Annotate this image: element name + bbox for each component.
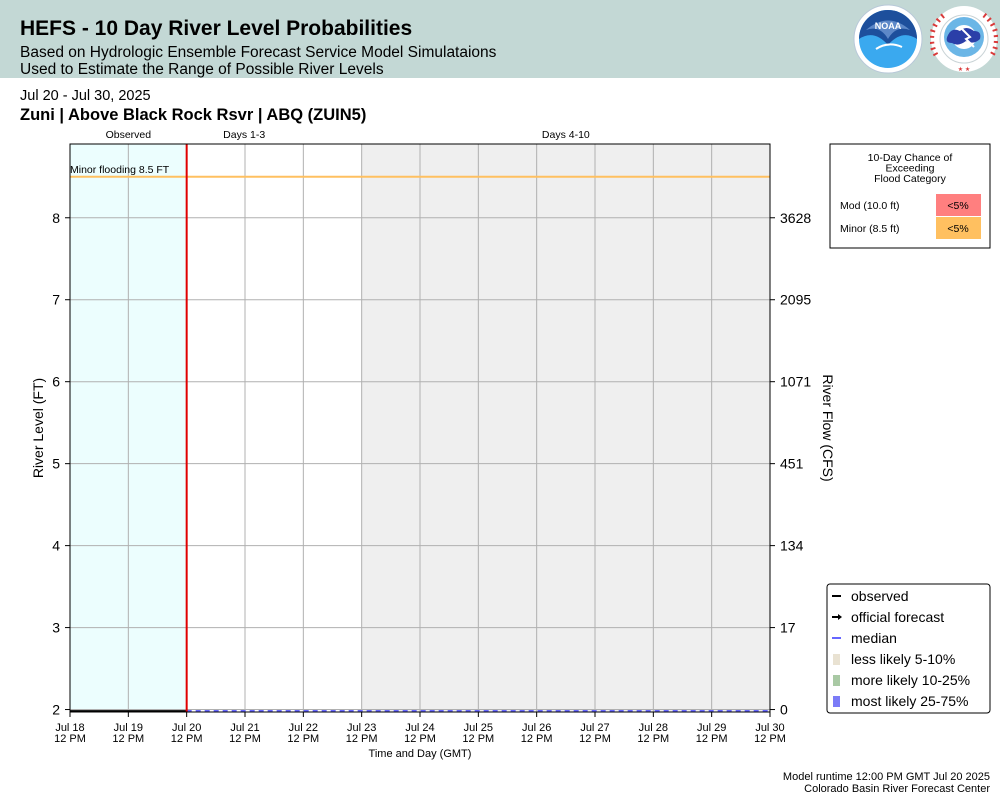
right-tick-label: 451 [780, 456, 804, 472]
noaa-logo-text: NOAA [875, 21, 902, 31]
y-tick-label: 8 [52, 210, 60, 226]
page-title: HEFS - 10 Day River Level Probabilities [20, 17, 413, 40]
flood-category-label: Minor (8.5 ft) [840, 223, 900, 235]
legend-label: most likely 25-75% [851, 693, 969, 709]
x-tick-label: 12 PM [637, 733, 669, 745]
y-tick-label: 3 [52, 620, 60, 636]
legend-box-swatch [833, 696, 840, 707]
x-axis-label: Time and Day (GMT) [369, 748, 472, 760]
date-range: Jul 20 - Jul 30, 2025 [20, 88, 151, 104]
flood-chance-cell [936, 217, 981, 239]
flood-chance-value: <5% [947, 200, 968, 212]
x-tick-label: Jul 29 [697, 722, 726, 734]
flood-chance-value: <5% [947, 223, 968, 235]
x-tick-label: Jul 23 [347, 722, 376, 734]
model-runtime: Model runtime 12:00 PM GMT Jul 20 2025 [782, 771, 990, 783]
x-tick-label: 12 PM [54, 733, 86, 745]
x-tick-label: 12 PM [171, 733, 203, 745]
x-tick-label: Jul 18 [55, 722, 84, 734]
x-tick-label: 12 PM [287, 733, 319, 745]
page-subtitle-2: Used to Estimate the Range of Possible R… [20, 61, 384, 78]
right-tick-label: 17 [780, 620, 796, 636]
y-axis-label-right: River Flow (CFS) [820, 374, 836, 481]
nws-logo: ★ ★ [930, 6, 998, 73]
y-axis-label: River Level (FT) [30, 378, 46, 478]
x-tick-label: 12 PM [462, 733, 494, 745]
flood-table-title: 10-Day Chance of [868, 152, 953, 164]
legend-arrow-head [838, 614, 842, 620]
legend-box-swatch [833, 654, 840, 665]
right-tick-label: 134 [780, 538, 804, 554]
legend-box [826, 583, 991, 714]
legend-label: observed [851, 588, 909, 604]
x-tick-label: 12 PM [404, 733, 436, 745]
period-label: Days 1-3 [223, 129, 265, 141]
x-tick-label: 12 PM [112, 733, 144, 745]
header-banner: HEFS - 10 Day River Level Probabilities … [0, 0, 1000, 78]
x-tick-label: Jul 21 [230, 722, 259, 734]
legend-label: median [851, 630, 897, 646]
page-subtitle: Based on Hydrologic Ensemble Forecast Se… [20, 44, 497, 61]
minor-flood-label: Minor flooding 8.5 FT [70, 164, 170, 176]
period-label: Observed [106, 129, 152, 141]
right-tick-label: 2095 [780, 292, 811, 308]
y-tick-label: 6 [52, 374, 60, 390]
legend-box-swatch [833, 675, 840, 686]
legend-label: official forecast [851, 609, 944, 625]
x-tick-label: Jul 27 [580, 722, 609, 734]
x-tick-label: 12 PM [696, 733, 728, 745]
x-tick-label: Jul 30 [755, 722, 784, 734]
right-tick-label: 0 [780, 702, 788, 718]
flood-chance-cell [936, 194, 981, 216]
right-tick-label: 3628 [780, 210, 811, 226]
flood-table-title: Exceeding [885, 163, 934, 175]
period-shade [361, 144, 770, 712]
x-tick-label: 12 PM [521, 733, 553, 745]
x-tick-label: 12 PM [229, 733, 261, 745]
x-tick-label: Jul 28 [639, 722, 668, 734]
y-tick-label: 7 [52, 292, 60, 308]
right-tick-label: 1071 [780, 374, 811, 390]
flood-category-label: Mod (10.0 ft) [840, 200, 900, 212]
station-name: Zuni | Above Black Rock Rsvr | ABQ (ZUIN… [20, 106, 367, 124]
x-tick-label: Jul 25 [464, 722, 493, 734]
flood-table-title: Flood Category [874, 173, 947, 185]
x-tick-label: Jul 22 [289, 722, 318, 734]
y-tick-label: 4 [52, 538, 60, 554]
legend-label: less likely 5-10% [851, 651, 955, 667]
period-label: Days 4-10 [542, 129, 590, 141]
svg-text:★ ★: ★ ★ [958, 66, 970, 73]
legend-label: more likely 10-25% [851, 672, 970, 688]
noaa-logo: NOAA [853, 4, 923, 74]
y-tick-label: 2 [52, 702, 60, 718]
x-tick-label: Jul 24 [405, 722, 434, 734]
x-tick-label: 12 PM [754, 733, 786, 745]
forecast-center: Colorado Basin River Forecast Center [804, 783, 990, 795]
period-shade [186, 144, 362, 712]
x-tick-label: 12 PM [579, 733, 611, 745]
x-tick-label: Jul 20 [172, 722, 201, 734]
y-tick-label: 5 [52, 456, 60, 472]
x-tick-label: Jul 19 [114, 722, 143, 734]
x-tick-label: 12 PM [346, 733, 378, 745]
x-tick-label: Jul 26 [522, 722, 551, 734]
